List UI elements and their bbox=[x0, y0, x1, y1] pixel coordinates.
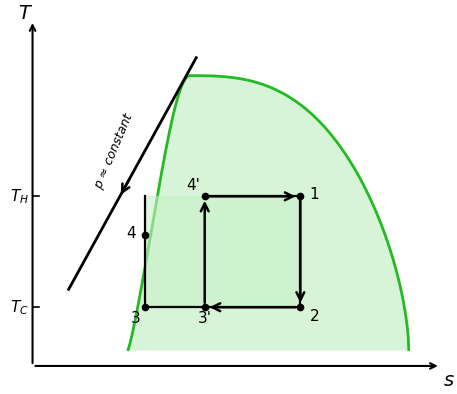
Text: $T_H$: $T_H$ bbox=[10, 187, 29, 206]
Text: 3': 3' bbox=[198, 311, 212, 326]
Polygon shape bbox=[128, 76, 409, 349]
Text: 4: 4 bbox=[126, 226, 136, 242]
Polygon shape bbox=[145, 196, 300, 307]
Text: p ≈ constant: p ≈ constant bbox=[92, 112, 135, 191]
Text: T: T bbox=[18, 4, 30, 23]
Text: 1: 1 bbox=[310, 187, 319, 202]
Text: 3: 3 bbox=[131, 311, 140, 326]
Text: 2: 2 bbox=[310, 309, 319, 324]
Text: s: s bbox=[444, 371, 454, 390]
Text: $T_C$: $T_C$ bbox=[11, 298, 29, 317]
Text: 4': 4' bbox=[186, 178, 200, 193]
